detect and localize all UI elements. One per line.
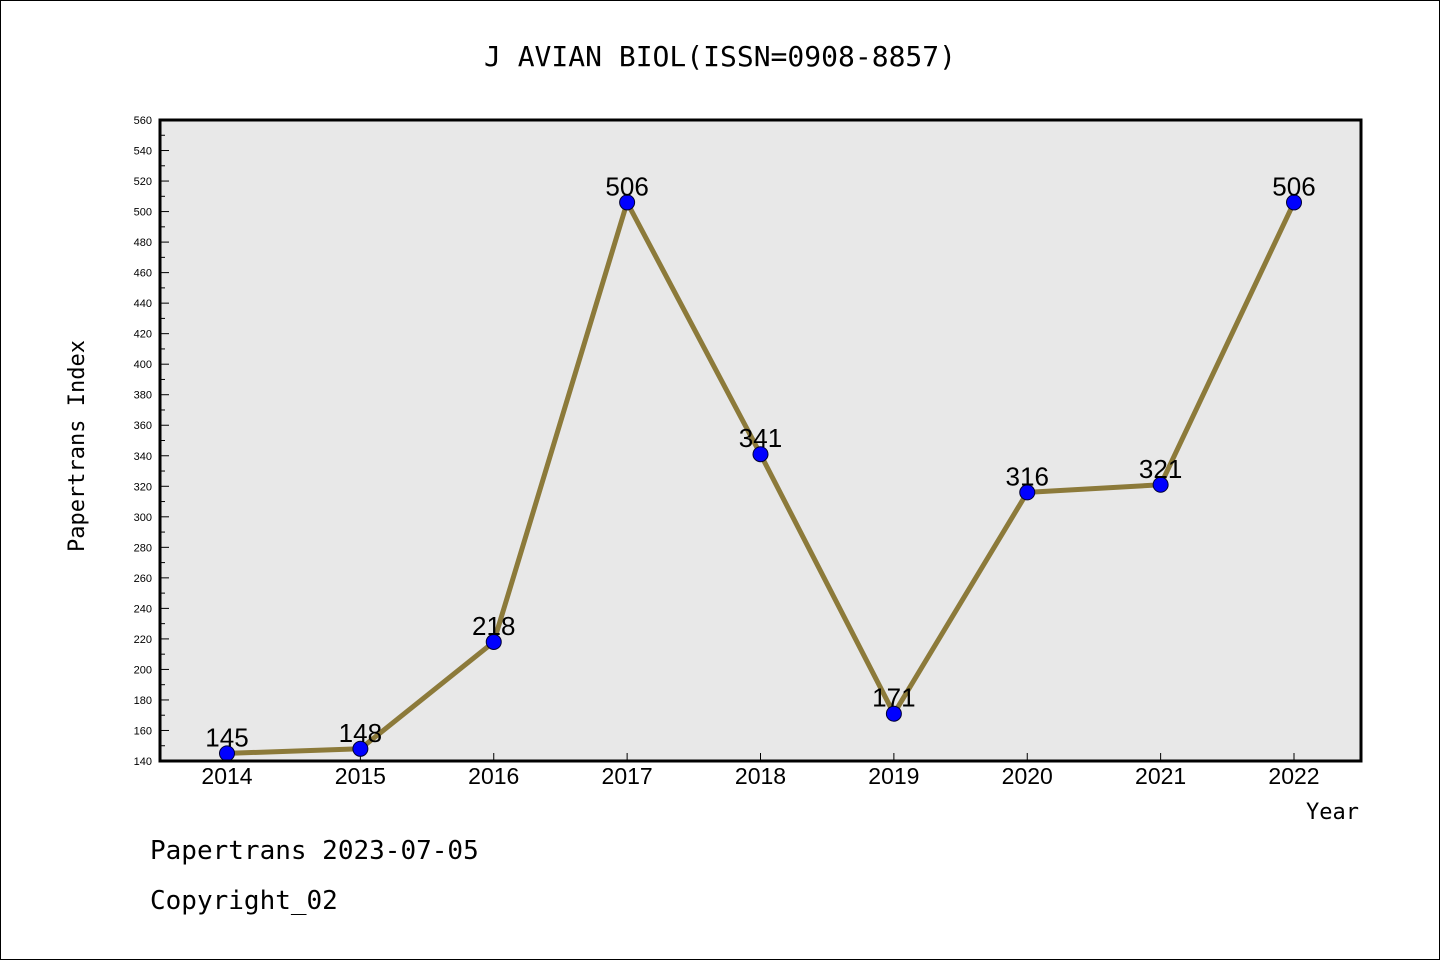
footer-date: Papertrans 2023-07-05: [150, 836, 479, 866]
series-layer: 145 148 218 506 341 171 316 321 506: [205, 171, 1316, 762]
y-tick-label: 360: [134, 420, 152, 432]
y-tick-label: 440: [134, 298, 152, 310]
data-label: 218: [472, 611, 515, 641]
x-tick-label: 2020: [1002, 763, 1053, 789]
y-tick-label: 400: [134, 359, 152, 371]
y-tick-label: 140: [134, 756, 152, 768]
x-tick-label: 2022: [1268, 763, 1319, 789]
x-tick-label: 2014: [201, 763, 252, 789]
y-tick-label: 220: [134, 634, 152, 646]
x-axis: 2014 2015 2016 2017 2018 2019 2020 2021 2022: [201, 753, 1320, 789]
y-tick-label: 340: [134, 451, 152, 463]
x-tick-label: 2021: [1135, 763, 1186, 789]
data-label: 148: [339, 718, 382, 748]
x-tick-label: 2015: [335, 763, 386, 789]
chart-title: J AVIAN BIOL(ISSN=0908-8857): [484, 40, 956, 73]
data-point: [885, 705, 902, 722]
data-label: 316: [1006, 461, 1049, 491]
y-tick-label: 460: [134, 268, 152, 280]
data-label: 506: [605, 171, 648, 201]
footer-copyright: Copyright_02: [150, 886, 338, 916]
data-point: [619, 194, 636, 211]
y-tick-label: 560: [134, 115, 152, 127]
y-tick-label: 200: [134, 664, 152, 676]
x-tick-label: 2017: [602, 763, 653, 789]
data-point: [352, 740, 369, 757]
data-label: 506: [1272, 171, 1315, 201]
y-tick-label: 300: [134, 512, 152, 524]
data-label: 171: [872, 683, 915, 713]
data-point: [752, 446, 769, 463]
y-tick-label: 180: [134, 695, 152, 707]
data-label: 145: [205, 722, 248, 752]
y-tick-label: 520: [134, 176, 152, 188]
x-tick-label: 2018: [735, 763, 786, 789]
data-label: 321: [1139, 454, 1182, 484]
y-tick-label: 420: [134, 329, 152, 341]
data-point: [485, 633, 502, 650]
data-point: [1152, 476, 1169, 493]
y-axis-title: Papertrans Index: [65, 340, 90, 552]
x-tick-label: 2019: [868, 763, 919, 789]
y-tick-label: 380: [134, 390, 152, 402]
data-point: [1286, 194, 1302, 211]
y-tick-label: 280: [134, 542, 152, 554]
y-tick-label: 260: [134, 573, 152, 585]
y-tick-label: 500: [134, 207, 152, 219]
y-tick-label: 160: [134, 725, 152, 737]
y-tick-label: 540: [134, 146, 152, 158]
plot-border: [158, 118, 1363, 763]
data-label: 341: [739, 423, 782, 453]
x-axis-title: Year: [1306, 800, 1359, 825]
data-point: [1019, 484, 1036, 501]
x-tick-label: 2016: [468, 763, 519, 789]
y-tick-label: 320: [134, 481, 152, 493]
y-tick-label: 480: [134, 237, 152, 249]
y-tick-label: 240: [134, 603, 152, 615]
plot-area: [160, 120, 1361, 761]
